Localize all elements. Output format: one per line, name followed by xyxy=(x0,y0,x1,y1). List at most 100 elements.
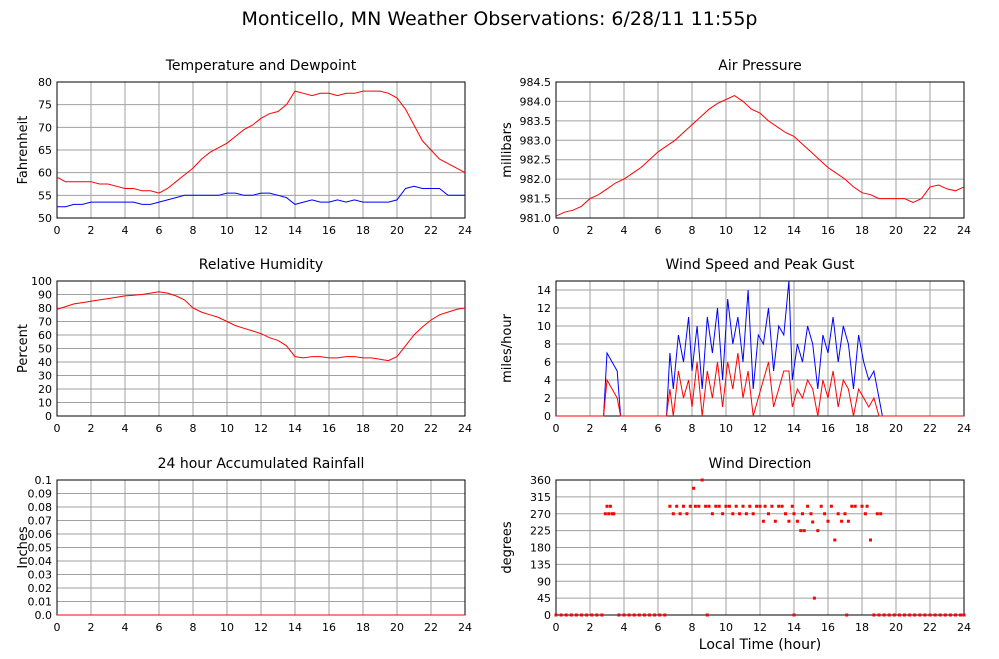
y-tick-label: 0.07 xyxy=(28,515,53,528)
y-tick-label: 983.0 xyxy=(520,134,552,147)
x-tick-label: 24 xyxy=(458,621,472,634)
x-tick-label: 12 xyxy=(753,621,767,634)
data-point xyxy=(632,613,636,617)
x-tick-label: 20 xyxy=(390,621,404,634)
x-tick-label: 18 xyxy=(855,621,869,634)
data-point xyxy=(697,504,701,508)
y-tick-label: 40 xyxy=(38,356,52,369)
x-tick-label: 2 xyxy=(88,422,95,435)
data-point xyxy=(840,519,844,523)
data-point xyxy=(877,613,881,617)
data-point xyxy=(938,613,942,617)
y-tick-label: 0.05 xyxy=(28,542,53,555)
data-point xyxy=(734,504,738,508)
data-point xyxy=(585,613,589,617)
data-point xyxy=(846,519,850,523)
data-point xyxy=(685,512,689,516)
data-point xyxy=(663,613,667,617)
y-tick-label: 0.04 xyxy=(28,555,53,568)
data-point xyxy=(790,504,794,508)
x-tick-label: 12 xyxy=(753,422,767,435)
y-tick-label: 10 xyxy=(537,320,551,333)
x-tick-label: 8 xyxy=(190,621,197,634)
data-point xyxy=(833,538,837,542)
data-point xyxy=(603,512,607,516)
x-tick-label: 22 xyxy=(923,621,937,634)
x-tick-label: 12 xyxy=(753,224,767,237)
data-point xyxy=(569,613,573,617)
y-tick-label: 982.0 xyxy=(520,173,552,186)
x-tick-label: 16 xyxy=(821,224,835,237)
y-tick-label: 50 xyxy=(38,343,52,356)
data-point xyxy=(943,613,947,617)
y-tick-label: 80 xyxy=(38,76,52,89)
data-point xyxy=(714,504,718,508)
x-tick-label: 18 xyxy=(855,422,869,435)
data-point xyxy=(717,504,721,508)
data-point xyxy=(627,613,631,617)
data-point xyxy=(622,613,626,617)
data-point xyxy=(741,504,745,508)
x-tick-label: 16 xyxy=(821,422,835,435)
data-point xyxy=(693,504,697,508)
x-tick-label: 2 xyxy=(88,621,95,634)
data-point xyxy=(908,613,912,617)
y-tick-label: 0.03 xyxy=(28,569,53,582)
data-point xyxy=(801,512,804,516)
data-point xyxy=(819,504,823,508)
data-point xyxy=(637,613,641,617)
data-point xyxy=(784,512,787,516)
data-point xyxy=(879,512,883,516)
x-tick-label: 6 xyxy=(156,621,163,634)
data-point xyxy=(704,504,708,508)
x-tick-label: 12 xyxy=(254,621,268,634)
x-tick-label: 20 xyxy=(889,422,903,435)
data-point xyxy=(897,613,901,617)
data-point xyxy=(787,519,791,523)
x-tick-label: 4 xyxy=(122,224,129,237)
y-tick-label: 135 xyxy=(530,558,551,571)
data-point xyxy=(590,613,594,617)
x-tick-label: 14 xyxy=(288,621,302,634)
data-point xyxy=(869,538,872,542)
x-tick-label: 14 xyxy=(787,621,801,634)
chart-title: Relative Humidity xyxy=(199,257,323,273)
y-tick-label: 2 xyxy=(544,392,551,405)
y-tick-label: 6 xyxy=(544,356,551,369)
data-point xyxy=(692,486,696,490)
x-tick-label: 4 xyxy=(621,621,628,634)
y-tick-label: 0 xyxy=(45,410,52,423)
data-point xyxy=(653,613,657,617)
y-tick-label: 60 xyxy=(38,329,52,342)
x-tick-label: 22 xyxy=(923,422,937,435)
x-tick-label: 6 xyxy=(156,224,163,237)
y-tick-label: 983.5 xyxy=(520,115,552,128)
x-tick-label: 12 xyxy=(254,224,268,237)
x-tick-label: 20 xyxy=(390,422,404,435)
x-tick-label: 14 xyxy=(787,422,801,435)
x-axis-label: Local Time (hour) xyxy=(699,637,821,653)
y-tick-label: 70 xyxy=(38,121,52,134)
data-point xyxy=(727,504,731,508)
x-tick-label: 10 xyxy=(719,621,733,634)
data-point xyxy=(580,613,583,617)
data-point xyxy=(763,504,767,508)
data-point xyxy=(816,529,820,533)
x-tick-label: 24 xyxy=(458,224,472,237)
plot-frame xyxy=(555,81,965,219)
data-point xyxy=(595,613,599,617)
data-point xyxy=(892,613,896,617)
x-tick-label: 22 xyxy=(923,224,937,237)
data-point xyxy=(863,512,867,516)
data-point xyxy=(829,504,833,508)
x-tick-label: 10 xyxy=(220,422,234,435)
data-point xyxy=(802,529,806,533)
y-axis-label: Fahrenheit xyxy=(16,116,31,185)
x-tick-label: 8 xyxy=(689,422,696,435)
y-tick-label: 315 xyxy=(530,491,551,504)
data-point xyxy=(738,512,742,516)
y-tick-label: 0.02 xyxy=(28,582,53,595)
x-tick-label: 14 xyxy=(288,224,302,237)
x-tick-label: 20 xyxy=(390,224,404,237)
data-point xyxy=(853,504,857,508)
